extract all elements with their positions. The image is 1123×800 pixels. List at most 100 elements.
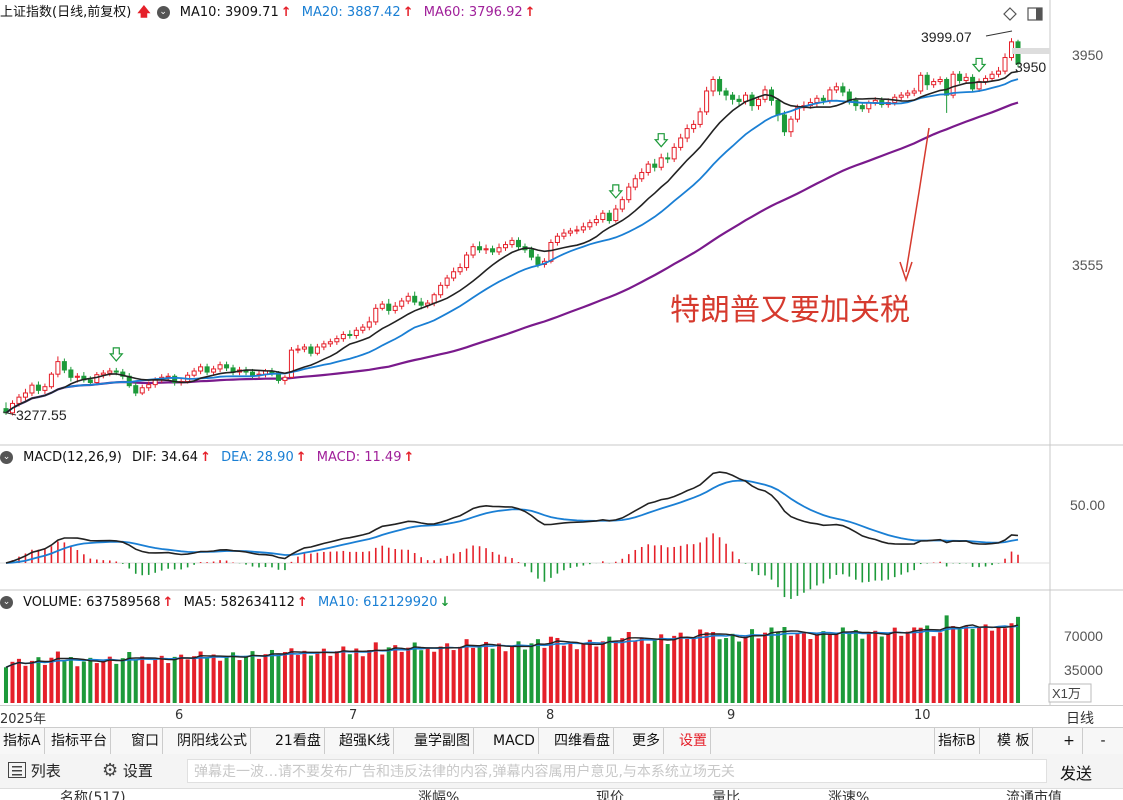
candle [509,239,515,246]
zoom-out-button[interactable]: - [1100,733,1106,749]
volume-bar [412,642,417,703]
send-button[interactable]: 发送 [1060,764,1093,783]
volume-bar [951,626,956,703]
ma20-line [5,78,1019,414]
candle [775,99,781,116]
volume-bar [990,630,995,703]
volume-bar [756,638,761,703]
stock-chart[interactable]: 3999.07 3277.55 特朗普又要加关税 3950 3950 3555 … [0,0,1123,705]
danmu-list-button[interactable]: 列表 [8,760,61,782]
candle [684,128,690,139]
candle [477,246,483,251]
candle [431,294,437,304]
macd-value: MACD: 11.49 [316,450,402,465]
tab-strong-k-line[interactable]: 超强K线 [336,728,395,754]
volume-bar [380,654,385,703]
tab-indicator-platform[interactable]: 指标平台 [48,728,111,754]
candle [191,370,197,376]
macd-title[interactable]: MACD(12,26,9) [23,450,122,465]
volume-bar [302,650,307,703]
period-selector[interactable]: 日线 [1066,711,1094,727]
chevron-down-icon[interactable]: ⌄ [0,596,13,609]
volume-ma10-value: MA10: 612129920 [317,595,438,610]
volume-bar [49,657,54,703]
volume-series [3,615,1021,703]
candle [29,384,35,394]
col-float-cap[interactable]: 流通市值 [1006,790,1062,800]
candle [989,73,995,79]
candle [567,230,573,234]
volume-bar [834,633,839,703]
volume-bar [613,641,618,703]
tab-4d-watch[interactable]: 四维看盘 [551,728,614,754]
main-chart-header: 上证指数(日线,前复权) 🡅 ⌄ MA10: 3909.71 ↑ MA20: 3887… [0,2,542,24]
danmu-list-label: 列表 [30,762,61,780]
volume-bar [581,644,586,703]
chevron-down-icon[interactable]: ⌄ [156,6,170,19]
volume-bar [743,636,748,703]
tab-template[interactable]: 模 板 [994,728,1034,754]
volume-bar [724,638,729,703]
candle [22,392,28,398]
volume-bar [730,633,735,703]
volume-bar [866,633,871,703]
danmu-input[interactable]: 弹幕走一波…请不要发布广告和违反法律的内容,弹幕内容属用户意见,与本系统立场无关 [187,759,1047,783]
candle [697,111,703,125]
candle [730,94,736,100]
candle [48,373,54,388]
volume-bar [295,655,300,703]
col-name[interactable]: 名称(517) [60,790,126,800]
candle [781,114,787,133]
annotation-arrow [905,127,930,273]
arrow-up-icon: ↑ [280,5,292,20]
volume-bar [620,638,625,703]
volume-bar [808,639,813,703]
candle [340,333,346,340]
time-axis-label: 7 [349,708,358,723]
col-change-pct[interactable]: 涨幅% [418,790,460,800]
candle [217,364,223,370]
col-speed[interactable]: 涨速% [828,790,870,800]
volume-title[interactable]: VOLUME: 637589568 [23,595,161,610]
tab-indicator-a[interactable]: 指标A [0,728,45,754]
volume-bar [425,647,430,703]
tab-settings[interactable]: 设置 [676,728,711,754]
volume-bar [762,632,768,703]
candle [68,369,74,378]
ma20-value: MA20: 3887.42 [301,5,401,20]
down-arrow-icon [653,133,669,148]
col-volume-ratio[interactable]: 量比 [712,790,740,800]
candle [133,385,139,394]
tab-volume-subchart[interactable]: 量学副图 [411,728,474,754]
chevron-down-icon[interactable]: ⌄ [0,451,13,464]
volume-bar [36,657,41,703]
volume-bar [334,651,339,703]
chart-title[interactable]: 上证指数(日线,前复权) [0,5,132,20]
volume-bar [341,646,346,703]
tab-21-watch[interactable]: 21看盘 [272,728,325,754]
tab-indicator-b[interactable]: 指标B [934,728,980,754]
candle [580,226,586,231]
diamond-icon[interactable] [1003,7,1017,21]
arrow-up-icon: ↑ [162,595,174,610]
volume-tick-35000: 35000 [1064,662,1103,678]
panel-toggle-icon[interactable] [1027,7,1043,21]
zoom-in-button[interactable]: + [1056,728,1083,754]
candle [827,89,833,101]
volume-bar [276,654,281,703]
tab-more[interactable]: 更多 [629,728,664,754]
candle [211,368,217,373]
candle [107,370,113,374]
buy-signal-markers [108,57,987,362]
volume-bar [218,660,223,703]
volume-bar [964,625,969,703]
volume-bar [282,652,287,703]
tab-yinyang-formula[interactable]: 阴阳线公式 [174,728,251,754]
tab-macd[interactable]: MACD [490,728,539,754]
tab-window[interactable]: 窗口 [128,728,163,754]
volume-bar [814,634,819,703]
volume-bar [672,635,677,703]
danmu-settings-button[interactable]: ⚙ 设置 [102,760,153,782]
col-price[interactable]: 现价 [596,790,624,800]
volume-bar [542,647,547,703]
